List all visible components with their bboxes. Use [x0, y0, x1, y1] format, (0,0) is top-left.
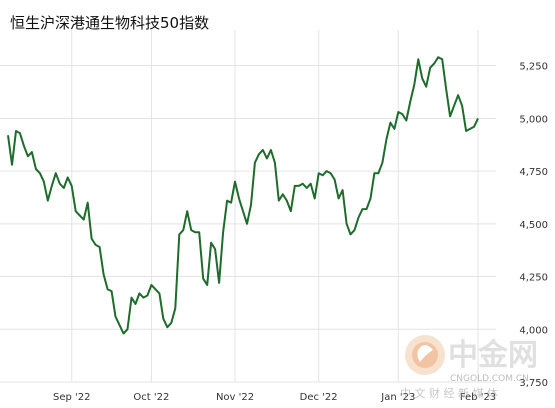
x-tick-label: Oct '22 — [133, 392, 169, 403]
watermark-brand: 中金网 — [448, 338, 538, 373]
series-line — [7, 56, 479, 335]
watermark-domain: CNGOLD.COM.CN — [450, 374, 529, 384]
cngold-watermark: 中金网 CNGOLD.COM.CN 中 文 财 经 新 媒 体 — [400, 335, 538, 400]
watermark-slogan: 中 文 财 经 新 媒 体 — [400, 386, 498, 400]
y-tick-label: 4,000 — [519, 325, 548, 336]
x-tick-label: Feb '23 — [460, 392, 496, 403]
x-tick-label: Sep '22 — [53, 392, 91, 403]
y-tick-label: 3,750 — [519, 378, 548, 389]
x-tick-label: Dec '22 — [300, 392, 338, 403]
y-tick-label: 5,250 — [519, 62, 548, 73]
x-tick-label: Jan '23 — [380, 392, 415, 403]
y-tick-label: 4,250 — [519, 273, 548, 284]
x-tick-label: Nov '22 — [216, 392, 254, 403]
y-tick-label: 4,500 — [519, 220, 548, 231]
y-tick-label: 4,750 — [519, 167, 548, 178]
y-tick-label: 5,000 — [519, 114, 548, 125]
x-axis-ticks: Sep '22 Oct '22 Nov '22 Dec '22 Jan '23 Feb '… — [53, 392, 496, 403]
cngold-logo-icon — [405, 335, 445, 375]
y-axis-ticks: 3,750 4,000 4,250 4,500 4,750 5,000 5,250 — [519, 62, 548, 389]
chart-title: 恒生沪深港通生物科技50指数 — [10, 14, 210, 32]
